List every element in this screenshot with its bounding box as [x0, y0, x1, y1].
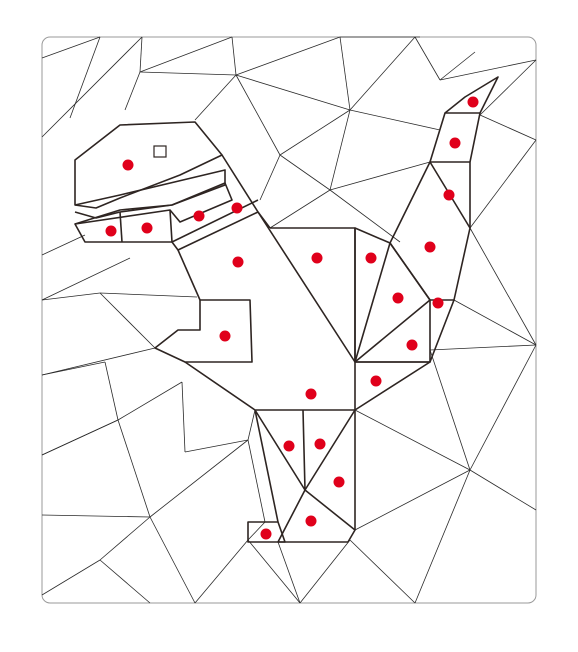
- region-marker-dot[interactable]: [449, 137, 461, 149]
- region-marker-dot[interactable]: [283, 440, 295, 452]
- region-marker-dot[interactable]: [232, 256, 244, 268]
- region-marker-dot[interactable]: [467, 96, 479, 108]
- region-marker-dot[interactable]: [305, 388, 317, 400]
- puzzle-frame: [41, 36, 537, 604]
- region-marker-dot[interactable]: [260, 528, 272, 540]
- region-marker-dot[interactable]: [311, 252, 323, 264]
- region-marker-dot[interactable]: [424, 241, 436, 253]
- region-marker-dot[interactable]: [105, 225, 117, 237]
- region-markers[interactable]: [105, 96, 479, 540]
- background-triangulation: [41, 36, 537, 604]
- region-marker-dot[interactable]: [392, 292, 404, 304]
- region-marker-dot[interactable]: [141, 222, 153, 234]
- region-marker-dot[interactable]: [122, 159, 134, 171]
- dino-eye: [153, 145, 167, 158]
- dinosaur-outline: [74, 76, 499, 543]
- region-marker-dot[interactable]: [219, 330, 231, 342]
- region-marker-dot[interactable]: [406, 339, 418, 351]
- region-marker-dot[interactable]: [443, 189, 455, 201]
- region-marker-dot[interactable]: [305, 515, 317, 527]
- region-marker-dot[interactable]: [193, 210, 205, 222]
- region-marker-dot[interactable]: [370, 375, 382, 387]
- region-marker-dot[interactable]: [231, 202, 243, 214]
- region-marker-dot[interactable]: [333, 476, 345, 488]
- region-marker-dot[interactable]: [365, 252, 377, 264]
- region-marker-dot[interactable]: [314, 438, 326, 450]
- region-marker-dot[interactable]: [432, 297, 444, 309]
